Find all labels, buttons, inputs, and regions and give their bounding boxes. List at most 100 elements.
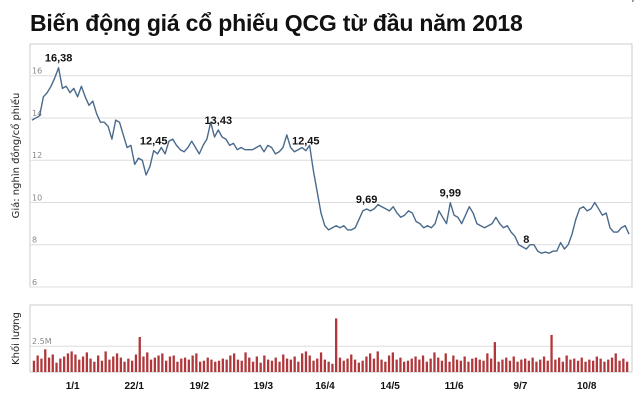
- volume-bar: [474, 357, 478, 372]
- volume-bar: [47, 357, 51, 372]
- volume-bar: [569, 359, 572, 372]
- volume-bar: [149, 359, 153, 372]
- volume-bar: [263, 355, 266, 372]
- volume-bar: [437, 357, 440, 372]
- volume-bar: [51, 354, 54, 372]
- volume-bar: [410, 358, 413, 372]
- volume-bar: [463, 356, 466, 372]
- y-axis-label: Giá: nghìn đồng/cổ phiếu: [9, 93, 22, 219]
- volume-bar: [44, 349, 47, 372]
- volume-bar: [573, 358, 576, 372]
- volume-bar: [81, 356, 85, 372]
- volume-bar: [270, 360, 274, 372]
- volume-bar: [55, 362, 58, 372]
- volume-bar: [289, 359, 292, 372]
- volume-bar: [471, 358, 474, 372]
- volume-bar: [168, 356, 172, 372]
- y-tick-label: 10: [32, 193, 42, 202]
- volume-bar: [202, 360, 206, 372]
- volume-bar: [539, 359, 542, 372]
- volume-bar: [520, 359, 523, 372]
- y-tick-label: 8: [32, 236, 37, 245]
- volume-bar: [592, 360, 595, 372]
- volume-bar: [459, 360, 462, 372]
- volume-bar: [486, 353, 489, 372]
- volume-bar: [414, 356, 417, 372]
- volume-bar: [558, 357, 561, 372]
- volume-bar: [115, 353, 119, 372]
- volume-frame: [29, 304, 633, 373]
- volume-bar: [70, 351, 73, 372]
- volume-bar: [478, 359, 481, 372]
- volume-bar: [248, 357, 251, 372]
- volume-bar: [531, 357, 534, 372]
- x-tick-label: 19/3: [254, 381, 274, 392]
- volume-bar: [304, 351, 308, 372]
- volume-bar: [123, 361, 126, 372]
- volume-bar: [524, 358, 527, 372]
- volume-bar: [100, 360, 104, 372]
- volume-bar: [380, 359, 383, 372]
- volume-bar: [497, 361, 500, 372]
- volume-bar: [527, 360, 530, 372]
- volume-bar: [584, 361, 587, 372]
- volume-bar: [180, 358, 183, 372]
- volume-bar: [236, 359, 240, 372]
- volume-bar: [395, 359, 398, 372]
- volume-bar: [112, 356, 115, 372]
- volume-bar: [599, 358, 602, 372]
- volume-bar: [85, 352, 88, 372]
- volume-bar: [361, 360, 364, 372]
- volume-bar: [440, 360, 444, 372]
- y-tick-label: 6: [32, 278, 37, 287]
- volume-bar: [493, 342, 496, 372]
- volume-bar: [59, 358, 62, 372]
- volume-bar: [554, 359, 557, 372]
- volume-bar: [319, 352, 323, 372]
- volume-bar: [353, 359, 357, 372]
- volume-bar: [282, 354, 285, 372]
- volume-bar: [323, 359, 326, 372]
- volume-bar: [542, 356, 546, 372]
- volume-bar: [546, 360, 549, 372]
- volume-bar: [89, 358, 92, 372]
- volume-bar: [576, 360, 580, 372]
- volume-bar: [221, 358, 224, 372]
- volume-bar: [274, 357, 277, 372]
- volume-bar: [176, 361, 179, 372]
- y-tick-label: 16: [32, 67, 42, 76]
- volume-bar: [376, 351, 379, 372]
- volume-bar: [580, 357, 583, 372]
- volume-bar: [229, 355, 232, 372]
- volume-bar: [618, 360, 621, 372]
- volume-bar: [312, 360, 315, 372]
- volume-bar: [357, 362, 360, 372]
- volume-bar: [36, 355, 39, 372]
- volume-bar: [565, 355, 568, 372]
- volume-bar: [331, 363, 334, 372]
- volume-bar: [433, 352, 436, 372]
- volume-bar: [403, 361, 406, 372]
- x-tick-label: 1/1: [66, 381, 80, 392]
- volume-bar: [134, 354, 138, 372]
- volume-bar: [399, 357, 402, 372]
- volume-bar: [482, 360, 485, 372]
- volume-bar: [259, 362, 262, 372]
- volume-bar: [455, 359, 459, 372]
- x-tick-label: 10/8: [577, 381, 597, 392]
- volume-bar: [316, 358, 319, 372]
- volume-bar: [93, 361, 96, 372]
- volume-bar: [225, 359, 228, 372]
- x-tick-label: 22/1: [125, 381, 145, 392]
- price-line: [31, 67, 630, 254]
- volume-bar: [195, 353, 198, 372]
- volume-bar: [301, 353, 304, 372]
- volume-bar: [550, 334, 553, 372]
- volume-bar: [172, 355, 175, 372]
- volume-bar: [104, 351, 107, 372]
- volume-bar: [146, 352, 149, 372]
- volume-bar: [251, 361, 255, 372]
- price-frame: [29, 43, 633, 288]
- volume-bar: [335, 318, 338, 372]
- volume-bar: [187, 359, 190, 372]
